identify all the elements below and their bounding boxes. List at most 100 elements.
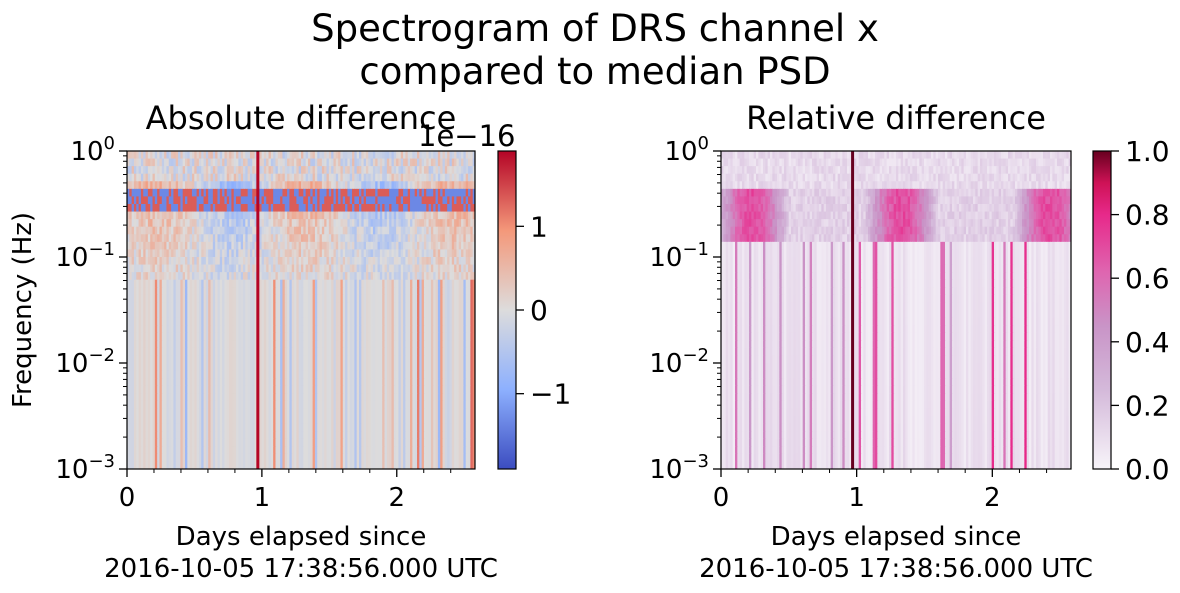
heatmap-cell (171, 332, 174, 341)
heatmap-cell (435, 272, 439, 281)
heatmap-cell (319, 378, 323, 387)
heatmap-cell (284, 151, 288, 160)
heatmap-cell (449, 196, 453, 205)
heatmap-cell (287, 279, 290, 288)
heatmap-cell (282, 272, 286, 281)
heatmap-cell (277, 340, 281, 349)
heatmap-cell (370, 181, 374, 190)
heatmap-cell (157, 211, 161, 220)
heatmap-cell (175, 204, 179, 213)
heatmap-cell (331, 355, 335, 364)
heatmap-cell (342, 211, 346, 220)
heatmap-cell (372, 151, 376, 160)
heatmap-cell (127, 325, 130, 334)
heatmap-cell (243, 219, 246, 228)
heatmap-cell (347, 287, 351, 296)
heatmap-cell (368, 158, 372, 167)
heatmap-cell (305, 310, 309, 319)
heatmap-cell (217, 287, 221, 296)
heatmap-cell (191, 158, 195, 167)
heatmap-cell (131, 211, 135, 220)
heatmap-cell (370, 317, 374, 326)
heatmap-cell (161, 400, 165, 410)
heatmap-cell (305, 249, 309, 258)
heatmap-cell (426, 166, 430, 175)
heatmap-cell (191, 287, 195, 296)
heatmap-cell (428, 196, 432, 205)
heatmap-cell (161, 287, 165, 296)
heatmap-cell (203, 294, 207, 304)
heatmap-cell (433, 173, 437, 182)
heatmap-cell (440, 181, 444, 190)
heatmap-cell (243, 211, 246, 220)
heatmap-cell (319, 294, 323, 304)
heatmap-cell (136, 241, 140, 251)
heatmap-cell (175, 196, 179, 205)
heatmap-cell (470, 204, 474, 213)
heatmap-cell (217, 355, 221, 364)
heatmap-cell (363, 158, 367, 167)
heatmap-cell (133, 181, 137, 190)
heatmap-cell (240, 196, 244, 205)
heatmap-cell (335, 241, 339, 251)
heatmap-cell (451, 302, 455, 311)
heatmap-cell (349, 287, 353, 296)
heatmap-cell (164, 219, 168, 228)
heatmap-cell (131, 173, 135, 182)
heatmap-cell (398, 370, 402, 379)
heatmap-cell (470, 363, 474, 372)
heatmap-cell (421, 310, 425, 319)
heatmap-cell (150, 385, 154, 394)
heatmap-cell (166, 188, 170, 198)
heatmap-cell (361, 234, 365, 243)
heatmap-cell (444, 151, 448, 160)
heatmap-cell (226, 340, 230, 349)
heatmap-cell (377, 272, 381, 281)
heatmap-cell (268, 279, 272, 288)
heatmap-cell (400, 347, 404, 357)
heatmap-cell (277, 272, 281, 281)
heatmap-cell (430, 264, 434, 273)
heatmap-cell (340, 317, 344, 326)
heatmap-cell (417, 219, 420, 228)
heatmap-cell (349, 340, 353, 349)
heatmap-cell (379, 302, 383, 311)
heatmap-cell (245, 188, 249, 198)
heatmap-cell (419, 287, 423, 296)
heatmap-cell (189, 363, 193, 372)
heatmap-cell (240, 188, 244, 198)
heatmap-cell (338, 340, 342, 349)
heatmap-cell (386, 340, 390, 349)
heatmap-cell (370, 363, 374, 372)
heatmap-cell (465, 234, 469, 243)
heatmap-cell (370, 287, 374, 296)
heatmap-cell (301, 166, 304, 175)
heatmap-cell (384, 249, 388, 258)
heatmap-cell (203, 272, 207, 281)
heatmap-cell (428, 302, 432, 311)
heatmap-cell (393, 257, 397, 266)
heatmap-cell (194, 310, 198, 319)
heatmap-cell (212, 363, 216, 372)
heatmap-cell (301, 257, 304, 266)
heatmap-cell (468, 181, 471, 190)
heatmap-cell (326, 287, 330, 296)
heatmap-cell (356, 234, 360, 243)
heatmap-cell (275, 166, 279, 175)
heatmap-cell (426, 219, 430, 228)
heatmap-cell (187, 279, 191, 288)
heatmap-cell (405, 196, 409, 205)
heatmap-cell (164, 340, 168, 349)
heatmap-cell (145, 226, 149, 235)
heatmap-cell (384, 204, 388, 213)
heatmap-cell (310, 151, 314, 160)
heatmap-cell (154, 226, 158, 235)
heatmap-cell (321, 234, 325, 243)
heatmap-cell (222, 355, 226, 364)
heatmap-cell (187, 264, 191, 273)
heatmap-cell (245, 355, 249, 364)
heatmap-cell (261, 294, 265, 304)
heatmap-cell (435, 385, 439, 394)
heatmap-cell (458, 226, 462, 235)
heatmap-cell (226, 302, 230, 311)
